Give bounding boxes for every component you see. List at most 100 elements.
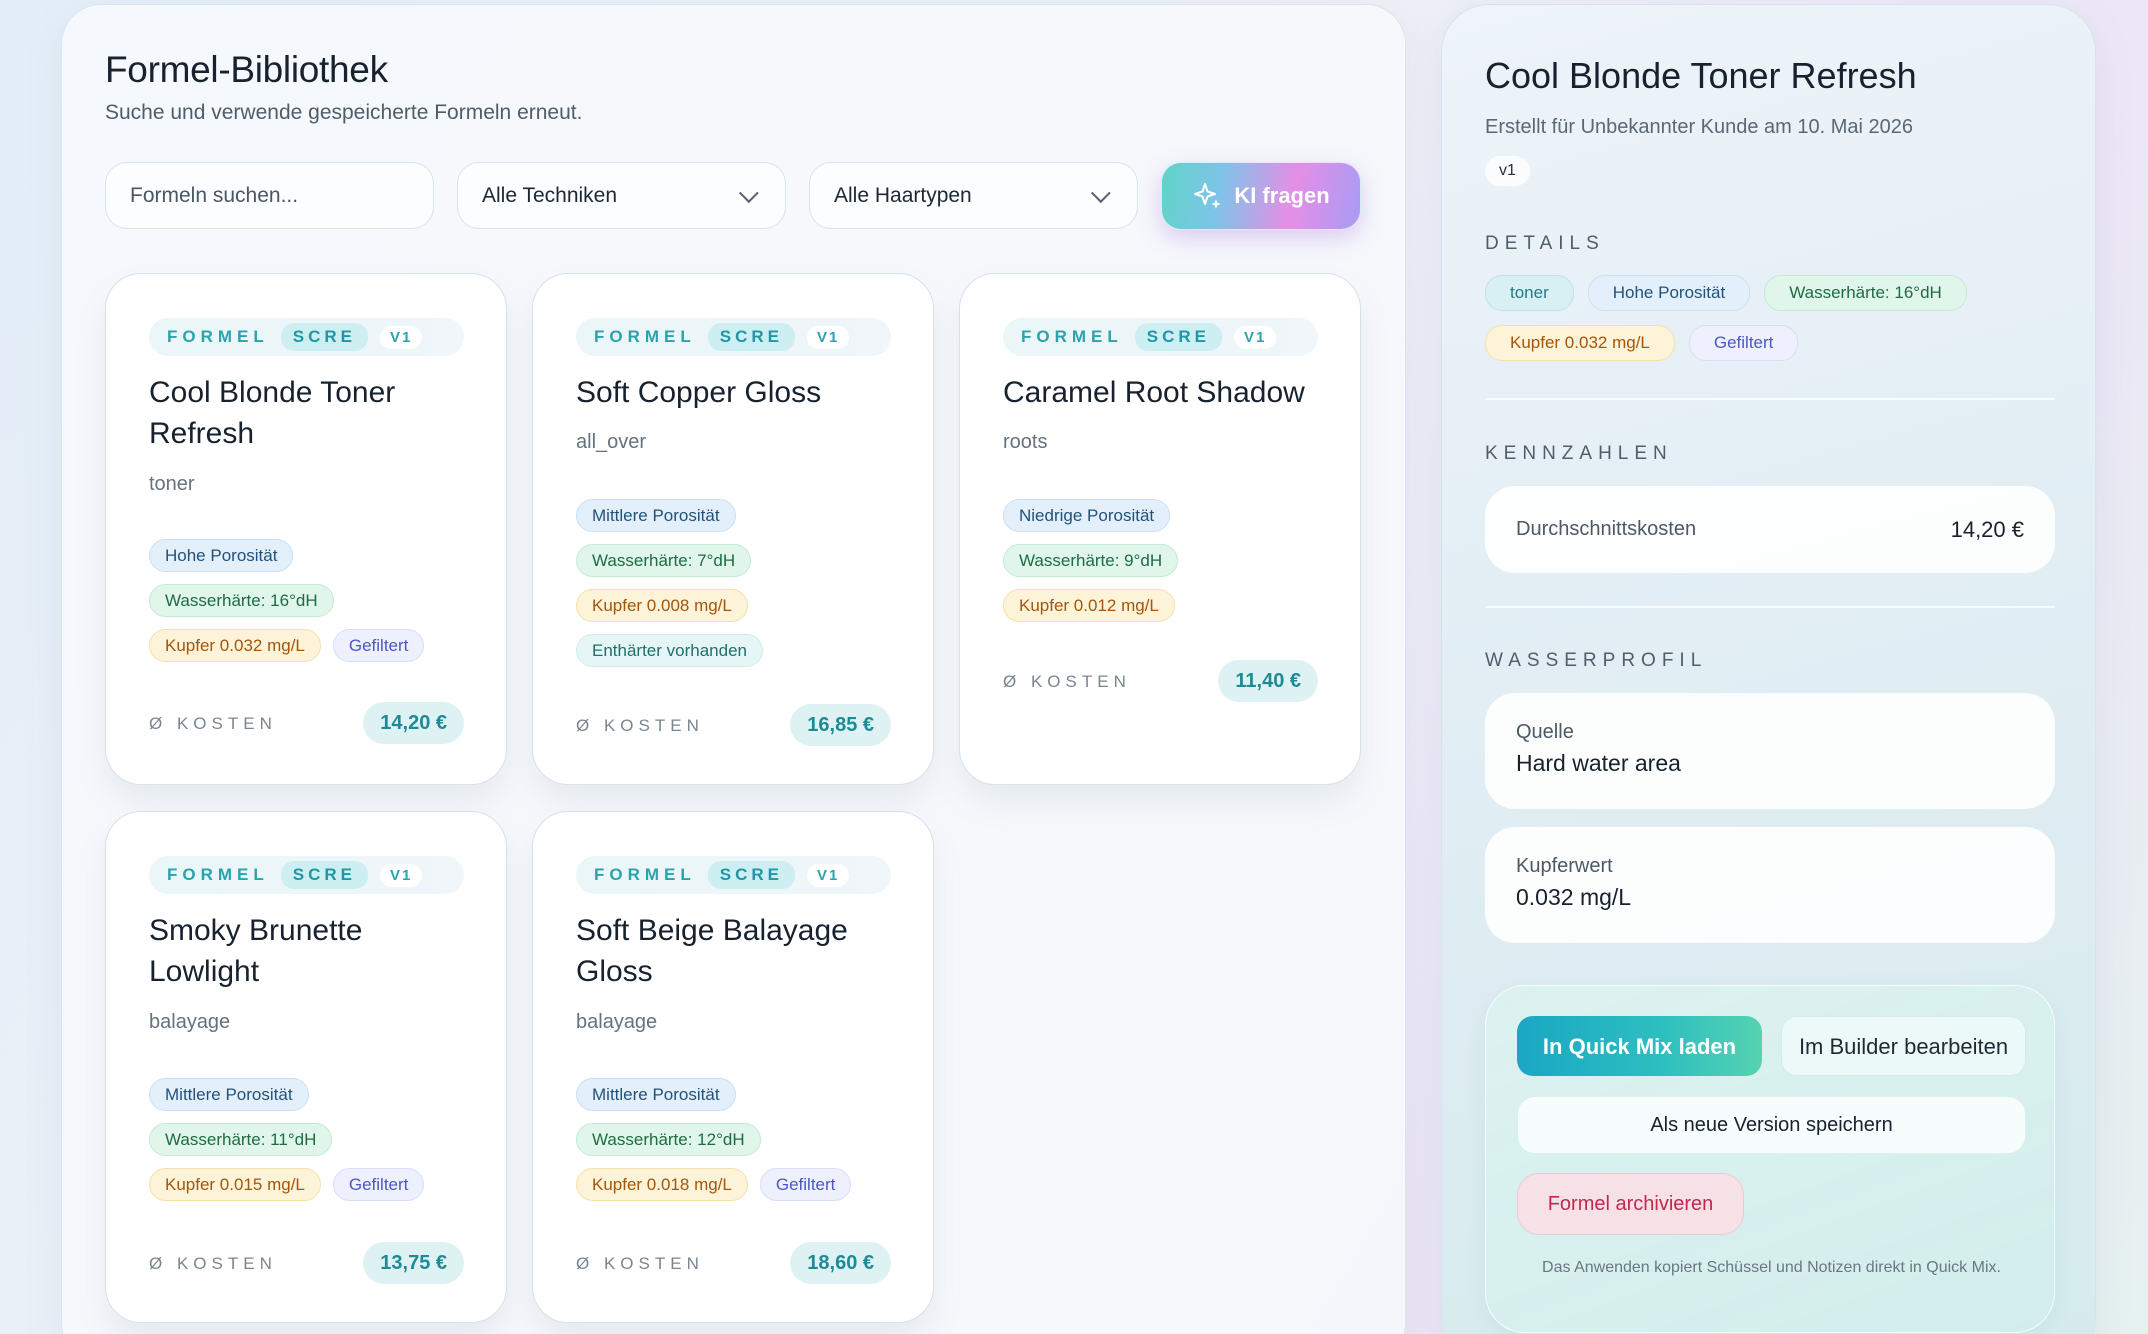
archive-formula-button[interactable]: Formel archivieren [1517,1173,1744,1235]
copper-chip: Kupfer 0.008 mg/L [576,589,748,622]
ask-ai-button[interactable]: KI fragen [1161,162,1361,230]
water-profile-heading: WASSERPROFIL [1485,650,1708,671]
scre-badge: SCRE [280,323,369,351]
save-new-version-button[interactable]: Als neue Version speichern [1517,1096,2026,1154]
version-badge: V1 [807,325,850,349]
formula-technique: balayage [149,1011,231,1033]
cost-label: Ø KOSTEN [1003,672,1131,691]
formula-card[interactable]: FORMEL SCRE V1 Soft Beige Balayage Gloss… [532,811,934,1323]
porosity-chip: Niedrige Porosität [1003,499,1171,532]
scre-badge: SCRE [707,861,796,889]
water-hardness-chip: Wasserhärte: 16°dH [149,584,334,617]
copper-chip: Kupfer 0.012 mg/L [1003,589,1175,622]
technique-filter-select[interactable]: Alle Techniken [457,162,786,229]
cost-value: 13,75 € [363,1242,464,1284]
formula-label: FORMEL [594,327,696,346]
formula-card[interactable]: FORMEL SCRE V1 Soft Copper Gloss all_ove… [532,273,934,785]
filtered-chip: Gefiltert [332,1168,425,1201]
formula-card[interactable]: FORMEL SCRE V1 Caramel Root Shadow roots… [959,273,1361,785]
scre-badge: SCRE [707,323,796,351]
detail-chips: toner Hohe Porosität Wasserhärte: 16°dH … [1485,275,2045,361]
avg-cost-metric: Durchschnittskosten 14,20 € [1485,486,2055,573]
technique-filter-value: Alle Techniken [482,183,618,207]
formula-chips: Mittlere Porosität Wasserhärte: 12°dH Ku… [576,1078,906,1201]
section-divider [1485,398,2055,400]
detail-title: Cool Blonde Toner Refresh [1485,55,1917,96]
avg-cost-value: 14,20 € [1950,516,2024,542]
copper-value-card: Kupferwert 0.032 mg/L [1485,827,2055,943]
scre-badge: SCRE [280,861,369,889]
porosity-chip: Mittlere Porosität [576,1078,736,1111]
cost-label: Ø KOSTEN [576,1254,704,1273]
formula-chips: Mittlere Porosität Wasserhärte: 11°dH Ku… [149,1078,479,1201]
filtered-chip: Gefiltert [759,1168,852,1201]
metrics-heading: KENNZAHLEN [1485,443,1673,464]
cost-label: Ø KOSTEN [149,714,277,733]
formula-tagline: FORMEL SCRE V1 [1003,318,1318,356]
cost-value: 16,85 € [790,704,891,746]
cost-label: Ø KOSTEN [576,716,704,735]
formula-label: FORMEL [1021,327,1123,346]
formula-technique: roots [1003,431,1048,453]
detail-subtitle: Erstellt für Unbekannter Kunde am 10. Ma… [1485,116,1914,138]
cost-value: 11,40 € [1218,660,1318,702]
technique-chip: toner [1485,275,1574,311]
formula-chips: Mittlere Porosität Wasserhärte: 7°dH Kup… [576,499,826,667]
formula-actions-panel: In Quick Mix laden Im Builder bearbeiten… [1485,985,2055,1333]
formula-tagline: FORMEL SCRE V1 [149,318,464,356]
copper-chip: Kupfer 0.018 mg/L [576,1168,748,1201]
porosity-chip: Mittlere Porosität [149,1078,309,1111]
formula-chips: Hohe Porosität Wasserhärte: 16°dH Kupfer… [149,539,479,662]
water-hardness-chip: Wasserhärte: 11°dH [149,1123,333,1156]
scre-badge: SCRE [1134,323,1223,351]
porosity-chip: Mittlere Porosität [576,499,736,532]
water-source-value: Hard water area [1516,750,1681,776]
formula-chips: Niedrige Porosität Wasserhärte: 9°dH Kup… [1003,499,1253,622]
water-hardness-chip: Wasserhärte: 16°dH [1764,275,1967,311]
copper-chip: Kupfer 0.032 mg/L [1485,325,1675,361]
hairtype-filter-select[interactable]: Alle Haartypen [809,162,1138,229]
ask-ai-label: KI fragen [1234,183,1330,208]
formula-card[interactable]: FORMEL SCRE V1 Cool Blonde Toner Refresh… [105,273,507,785]
load-quick-mix-button[interactable]: In Quick Mix laden [1517,1016,1762,1076]
library-title: Formel-Bibliothek [105,49,388,90]
formula-label: FORMEL [594,865,696,884]
softener-chip: Enthärter vorhanden [576,634,763,667]
section-divider [1485,606,2055,608]
formula-tagline: FORMEL SCRE V1 [576,856,891,894]
library-subtitle: Suche und verwende gespeicherte Formeln … [105,101,583,124]
version-badge: V1 [807,863,850,887]
formula-title: Smoky Brunette Lowlight [149,914,363,988]
formula-technique: balayage [576,1011,658,1033]
apply-hint: Das Anwenden kopiert Schüssel und Notize… [1542,1259,2001,1276]
filtered-chip: Gefiltert [1688,325,1799,361]
formula-label: FORMEL [167,865,269,884]
search-placeholder: Formeln suchen... [130,183,299,207]
cost-value: 18,60 € [790,1242,891,1284]
water-hardness-chip: Wasserhärte: 7°dH [576,544,752,577]
formula-search-input[interactable]: Formeln suchen... [105,162,434,229]
edit-in-builder-button[interactable]: Im Builder bearbeiten [1781,1016,2026,1076]
water-hardness-chip: Wasserhärte: 9°dH [1003,544,1179,577]
formula-title: Soft Beige Balayage Gloss [576,914,848,988]
formula-tagline: FORMEL SCRE V1 [576,318,891,356]
detail-version-badge: v1 [1485,156,1530,186]
formula-title: Caramel Root Shadow [1003,376,1305,409]
version-badge: V1 [380,863,423,887]
cost-label: Ø KOSTEN [149,1254,277,1273]
water-hardness-chip: Wasserhärte: 12°dH [576,1123,761,1156]
formula-technique: toner [149,473,195,495]
water-source-card: Quelle Hard water area [1485,693,2055,809]
filtered-chip: Gefiltert [332,629,425,662]
copper-chip: Kupfer 0.032 mg/L [149,629,321,662]
formula-title: Cool Blonde Toner Refresh [149,376,396,450]
hairtype-filter-value: Alle Haartypen [834,183,972,207]
copper-label: Kupferwert [1516,855,1613,877]
porosity-chip: Hohe Porosität [1587,275,1751,311]
formula-label: FORMEL [167,327,269,346]
copper-value: 0.032 mg/L [1516,884,1632,910]
chevron-down-icon [738,182,759,203]
chevron-down-icon [1090,182,1111,203]
formula-technique: all_over [576,431,647,453]
formula-card[interactable]: FORMEL SCRE V1 Smoky Brunette Lowlight b… [105,811,507,1323]
